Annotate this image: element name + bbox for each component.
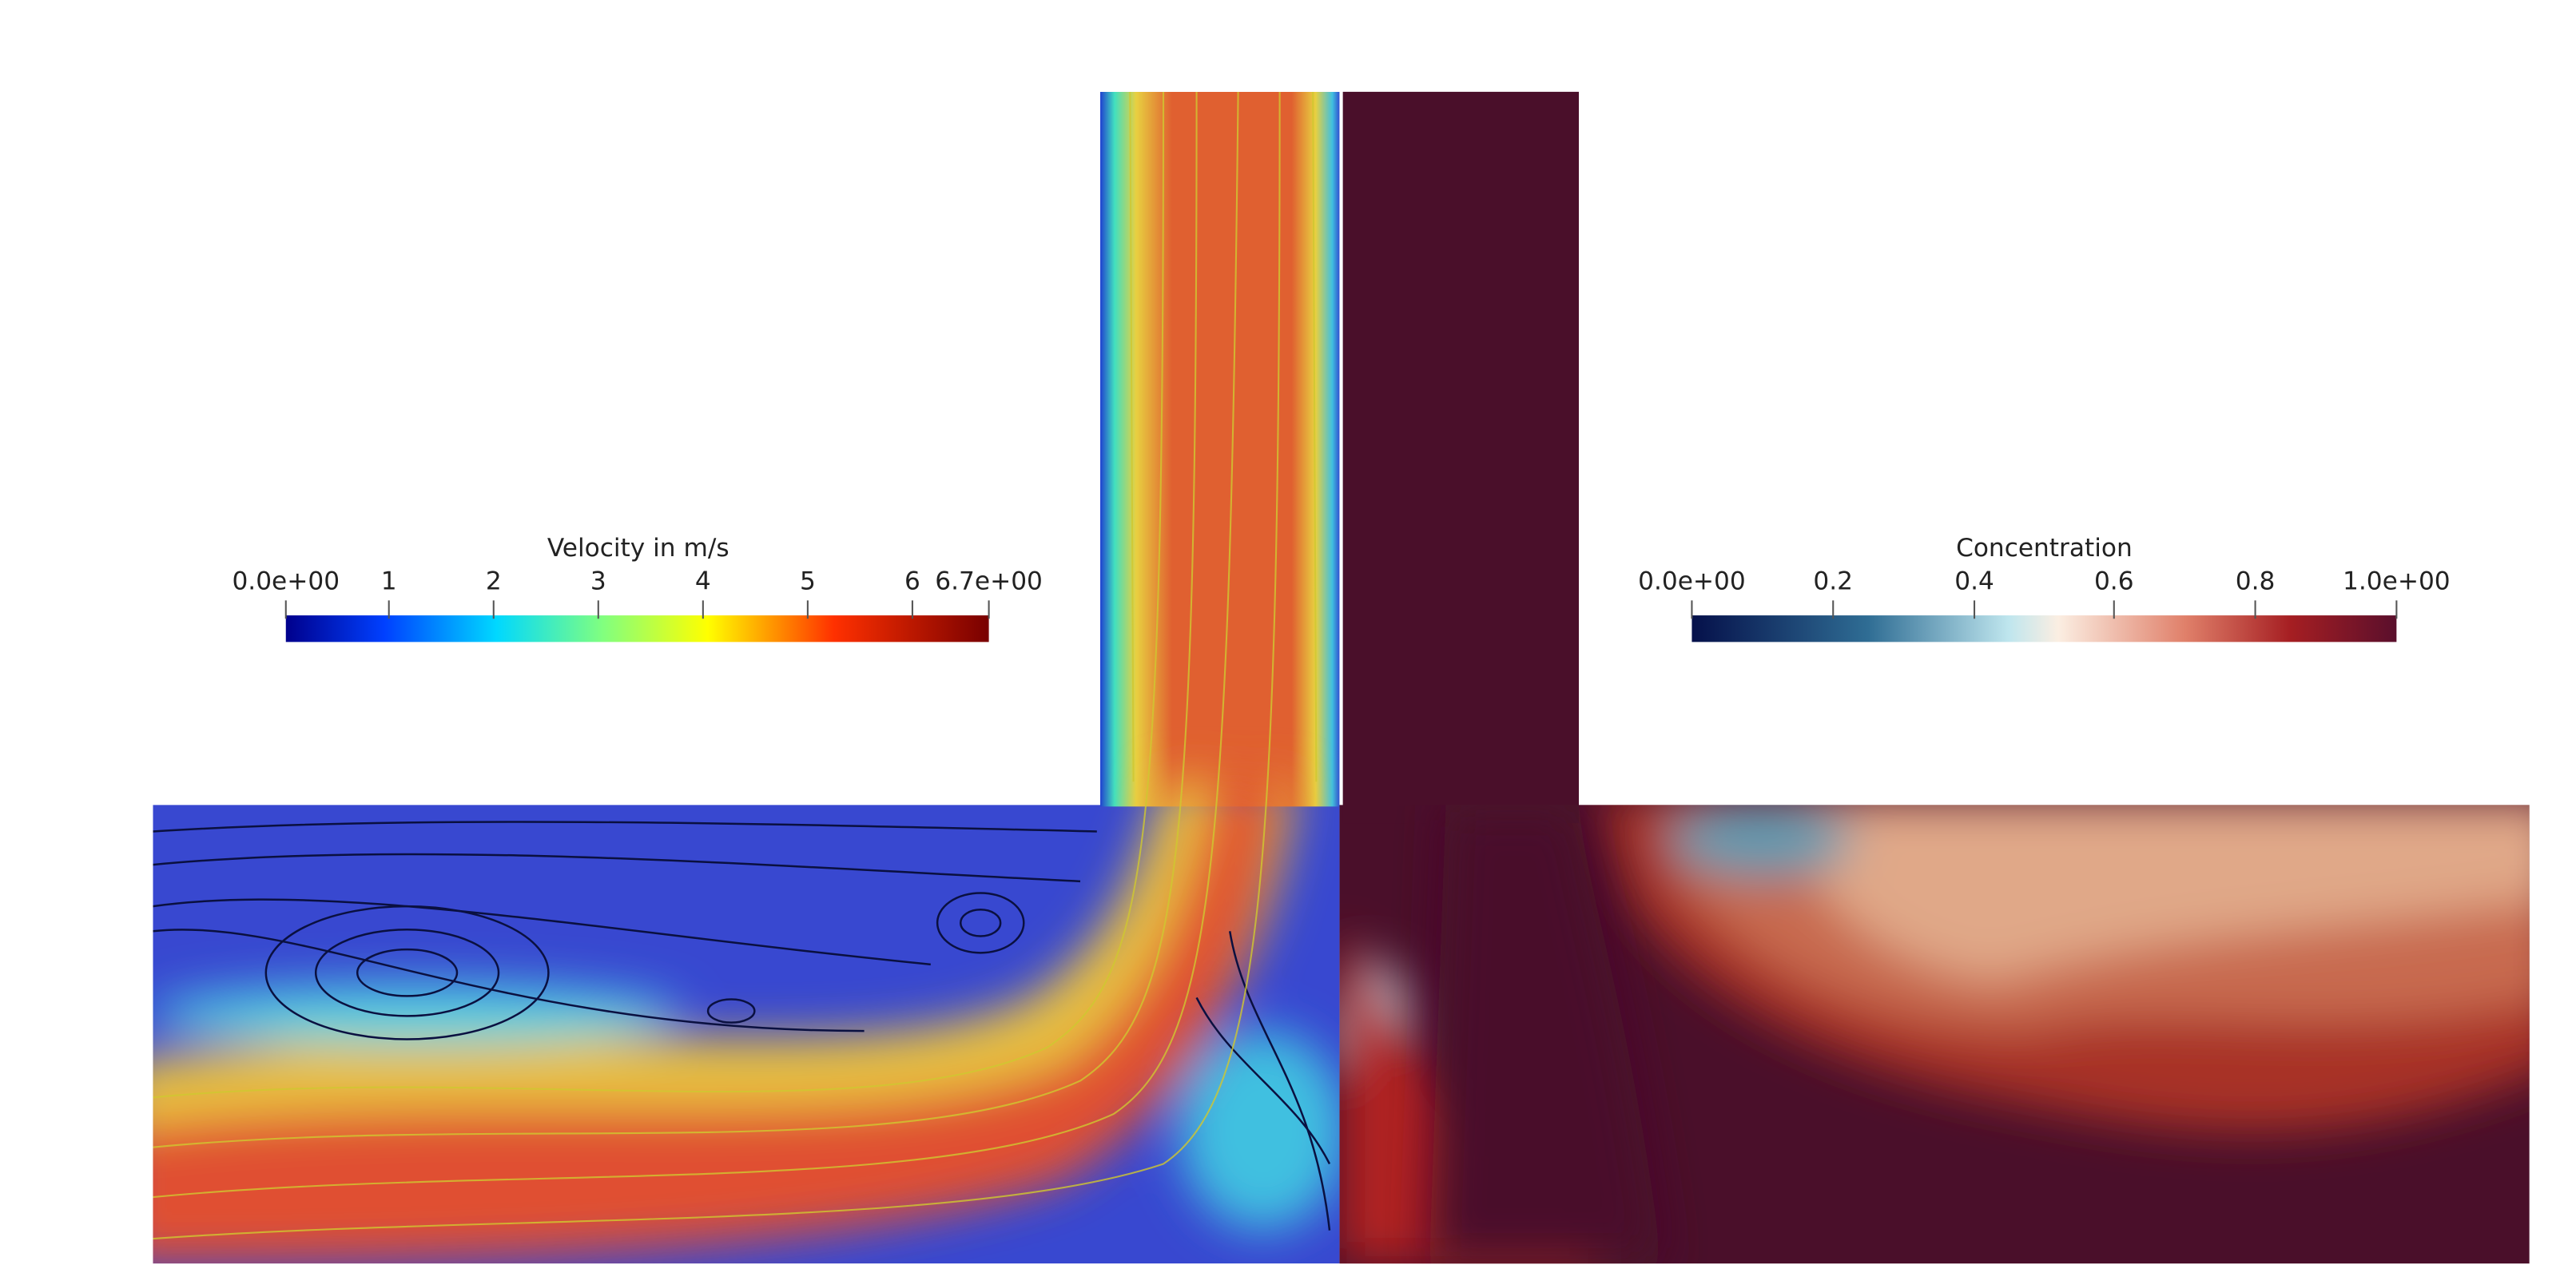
- legend-title: Concentration: [1956, 534, 2133, 563]
- tick-label: 3: [590, 567, 606, 595]
- legend-title: Velocity in m/s: [547, 534, 729, 563]
- tick-label: 5: [800, 567, 816, 595]
- color-bar: [285, 615, 989, 642]
- tick-label: 1.0e+00: [2343, 567, 2451, 595]
- color-bar: [1691, 615, 2397, 642]
- tick-label: 0.8: [2236, 567, 2276, 595]
- concentration-legend: Concentration 0.0e+00 0.2 0.4 0.6 0.8 1.0e+00: [1638, 534, 2451, 642]
- velocity-legend: Velocity in m/s 0.0e+00 1 2 3 4 5 6 6.7e+00: [232, 534, 1043, 642]
- concentration-field: [1339, 91, 2530, 1264]
- velocity-field: [153, 91, 1340, 1264]
- tick-label: 6: [904, 567, 920, 595]
- tick-label: 4: [695, 567, 711, 595]
- tick-label: 0.0e+00: [232, 567, 340, 595]
- tick-label: 2: [486, 567, 502, 595]
- tick-label: 0.4: [1954, 567, 1994, 595]
- tick-label: 6.7e+00: [935, 567, 1043, 595]
- tick-label: 0.6: [2094, 567, 2134, 595]
- tick-label: 0.2: [1813, 567, 1853, 595]
- tick-label: 0.0e+00: [1638, 567, 1746, 595]
- tick-label: 1: [381, 567, 397, 595]
